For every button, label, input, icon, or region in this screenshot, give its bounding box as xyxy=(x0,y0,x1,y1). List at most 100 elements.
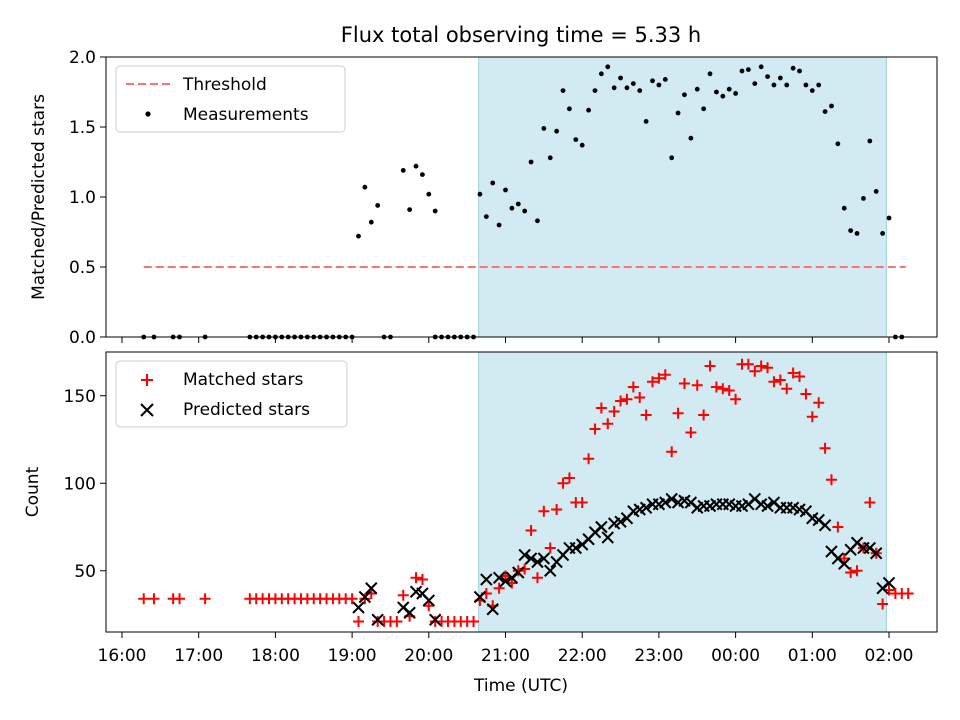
predicted-star-point xyxy=(486,603,499,616)
bottom-x-tick-label: 01:00 xyxy=(788,646,837,666)
measurement-point xyxy=(509,205,515,211)
matched-star-point xyxy=(493,582,505,594)
matched-star-point xyxy=(359,593,371,605)
matched-star-point xyxy=(525,525,537,536)
matched-star-point xyxy=(551,504,563,515)
matched-star-point xyxy=(666,446,678,458)
matched-star-point xyxy=(819,442,831,454)
bottom-x-tick-label: 19:00 xyxy=(328,646,377,666)
predicted-star-point xyxy=(371,613,384,626)
predicted-star-point xyxy=(492,571,506,584)
bottom-legend: Matched stars Predicted stars xyxy=(115,360,348,428)
predicted-star-point xyxy=(473,590,487,604)
predicted-star-point xyxy=(665,492,678,506)
measurement-point xyxy=(503,187,508,193)
top-y-tick-label: 1.0 xyxy=(69,188,96,208)
matched-star-point xyxy=(691,379,703,391)
measurement-point xyxy=(733,91,738,96)
measurement-point xyxy=(560,88,566,93)
measurement-point xyxy=(643,119,649,124)
matched-star-point xyxy=(877,598,889,610)
legend-threshold-label: Threshold xyxy=(182,75,267,95)
predicted-star-point xyxy=(365,582,378,595)
measurement-point xyxy=(726,86,732,92)
x-axis-label: Time (UTC) xyxy=(473,676,568,696)
bottom-y-tick-label: 50 xyxy=(74,562,96,582)
legend-predicted-swatch xyxy=(140,403,154,417)
matched-star-point xyxy=(659,369,671,381)
legend-measurements-swatch xyxy=(145,111,151,117)
legend-predicted-label: Predicted stars xyxy=(183,400,310,420)
matched-star-point xyxy=(602,418,614,430)
matched-star-point xyxy=(576,497,588,508)
matched-star-point xyxy=(787,367,799,379)
matched-star-point xyxy=(531,572,543,584)
top-y-tick-label: 1.5 xyxy=(69,118,96,138)
matched-star-point xyxy=(845,567,857,578)
predicted-star-point xyxy=(818,519,832,532)
matched-star-point xyxy=(800,388,812,400)
matched-star-point xyxy=(583,453,595,465)
predicted-star-point xyxy=(537,552,551,565)
matched-star-point xyxy=(813,397,825,409)
measurement-point xyxy=(694,86,700,92)
measurement-point xyxy=(777,75,783,81)
matched-star-point xyxy=(615,395,627,407)
predicted-star-point xyxy=(428,613,442,626)
matched-star-point xyxy=(710,381,722,393)
bottom-x-tick-label: 00:00 xyxy=(711,646,760,666)
matched-star-point xyxy=(678,378,690,389)
measurement-point xyxy=(682,92,687,98)
matched-star-point xyxy=(762,362,774,374)
measurement-point xyxy=(624,85,630,91)
measurement-point xyxy=(861,196,866,201)
matched-star-point xyxy=(838,553,850,564)
measurement-point xyxy=(758,64,764,70)
measurement-point xyxy=(598,71,604,77)
matched-star-point xyxy=(723,385,735,396)
measurement-point xyxy=(586,107,591,113)
measurement-point xyxy=(848,228,854,234)
predicted-star-point xyxy=(659,496,672,509)
matched-star-point xyxy=(832,521,844,533)
bottom-y-axis-label: Count xyxy=(23,466,43,517)
predicted-star-point xyxy=(518,548,531,562)
matched-star-point xyxy=(410,572,422,584)
matched-star-point xyxy=(794,371,806,382)
measurement-point xyxy=(720,93,726,99)
matched-star-point xyxy=(468,616,480,627)
matched-star-point xyxy=(589,423,601,435)
top-y-axis-label: Matched/Predicted stars xyxy=(29,94,49,300)
predicted-star-point xyxy=(882,576,896,590)
bottom-x-tick-label: 02:00 xyxy=(865,646,914,666)
legend-matched-label: Matched stars xyxy=(183,370,303,390)
bottom-x-tick-label: 23:00 xyxy=(634,646,683,666)
predicted-star-point xyxy=(358,590,372,604)
measurement-point xyxy=(515,201,521,207)
matched-star-point xyxy=(595,402,607,414)
predicted-star-point xyxy=(761,499,774,513)
matched-star-point xyxy=(391,616,403,627)
top-y-tick-label: 2.0 xyxy=(69,48,96,68)
matched-star-point xyxy=(557,477,569,489)
measurement-point xyxy=(809,88,815,93)
predicted-star-point xyxy=(352,601,365,614)
measurement-point xyxy=(803,82,809,88)
measurement-point xyxy=(496,222,502,228)
bottom-x-tick-label: 21:00 xyxy=(481,646,530,666)
predicted-star-point xyxy=(480,573,493,586)
predicted-star-point xyxy=(512,566,525,579)
measurement-point xyxy=(707,71,713,77)
matched-star-point xyxy=(755,360,767,372)
bottom-x-tick-label: 20:00 xyxy=(404,646,453,666)
top-legend: Threshold Measurements xyxy=(115,65,346,133)
matched-star-point xyxy=(749,365,761,377)
matched-star-point xyxy=(538,505,550,517)
matched-star-point xyxy=(685,427,697,438)
predicted-star-point xyxy=(403,606,416,619)
measurement-point xyxy=(605,64,611,70)
top-y-tick-label: 0.0 xyxy=(69,328,96,348)
chart-title: Flux total observing time = 5.33 h xyxy=(341,23,701,47)
legend-matched-swatch xyxy=(141,374,153,386)
